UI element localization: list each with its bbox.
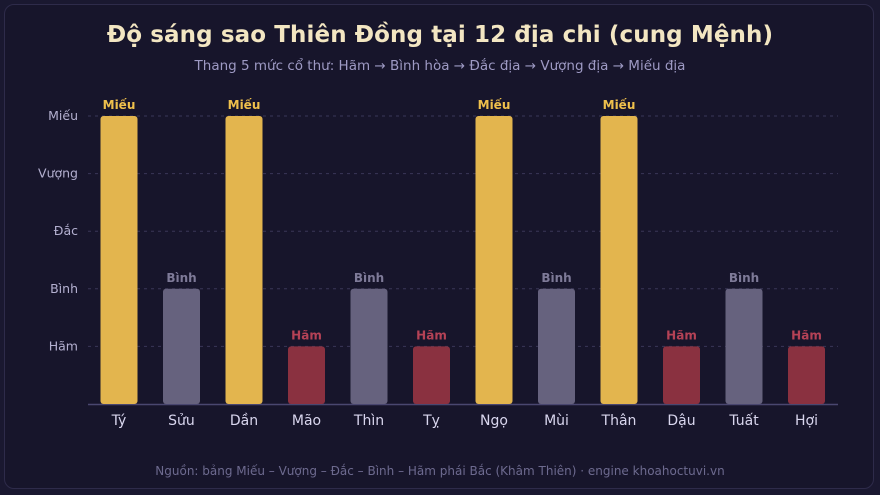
bar-Thìn — [350, 288, 388, 404]
chart-card — [4, 4, 874, 489]
chart-subtitle: Thang 5 mức cổ thư: Hãm → Bình hòa → Đắc… — [194, 58, 686, 74]
x-tick-label: Mão — [292, 413, 321, 429]
x-tick-label: Sửu — [168, 413, 195, 429]
data-label: Hãm — [791, 328, 822, 342]
data-label: Miếu — [103, 98, 136, 112]
x-tick-label: Mùi — [544, 413, 569, 429]
chart-title: Độ sáng sao Thiên Đồng tại 12 địa chi (c… — [106, 22, 774, 48]
bar-Tuất — [725, 288, 763, 404]
data-label: Miếu — [228, 98, 261, 112]
data-label: Hãm — [416, 328, 447, 342]
x-tick-label: Dần — [230, 413, 258, 429]
bar-Ngọ — [475, 116, 513, 404]
bar-Tý — [100, 116, 138, 404]
x-tick-label: Tý — [111, 413, 127, 429]
data-label: Miếu — [603, 98, 636, 112]
data-label: Hãm — [291, 328, 322, 342]
x-tick-label: Thìn — [353, 413, 384, 429]
data-label: Bình — [166, 271, 196, 285]
bar-Thân — [600, 116, 638, 404]
bar-Hợi — [788, 346, 825, 404]
y-tick-label: Đắc — [54, 223, 78, 238]
x-tick-label: Thân — [601, 413, 637, 429]
bar-Mão — [288, 346, 325, 404]
data-label: Bình — [354, 271, 384, 285]
data-label: Hãm — [666, 328, 697, 342]
x-tick-label: Hợi — [795, 413, 818, 429]
y-tick-label: Bình — [50, 281, 78, 296]
x-tick-label: Ngọ — [480, 413, 508, 429]
y-tick-label: Miếu — [48, 108, 78, 123]
bar-Dậu — [663, 346, 700, 404]
bar-Tỵ — [413, 346, 450, 404]
x-tick-label: Tỵ — [422, 413, 440, 429]
data-label: Miếu — [478, 98, 511, 112]
x-tick-label: Dậu — [667, 413, 695, 429]
bar-Sửu — [163, 288, 200, 404]
y-tick-label: Hãm — [49, 338, 78, 353]
y-tick-label: Vượng — [38, 166, 78, 181]
bar-Mùi — [538, 288, 575, 404]
source-footer: Nguồn: bảng Miếu – Vượng – Đắc – Bình – … — [155, 464, 725, 478]
data-label: Bình — [541, 271, 571, 285]
data-label: Bình — [729, 271, 759, 285]
bar-Dần — [225, 116, 263, 404]
x-tick-label: Tuất — [728, 413, 759, 429]
